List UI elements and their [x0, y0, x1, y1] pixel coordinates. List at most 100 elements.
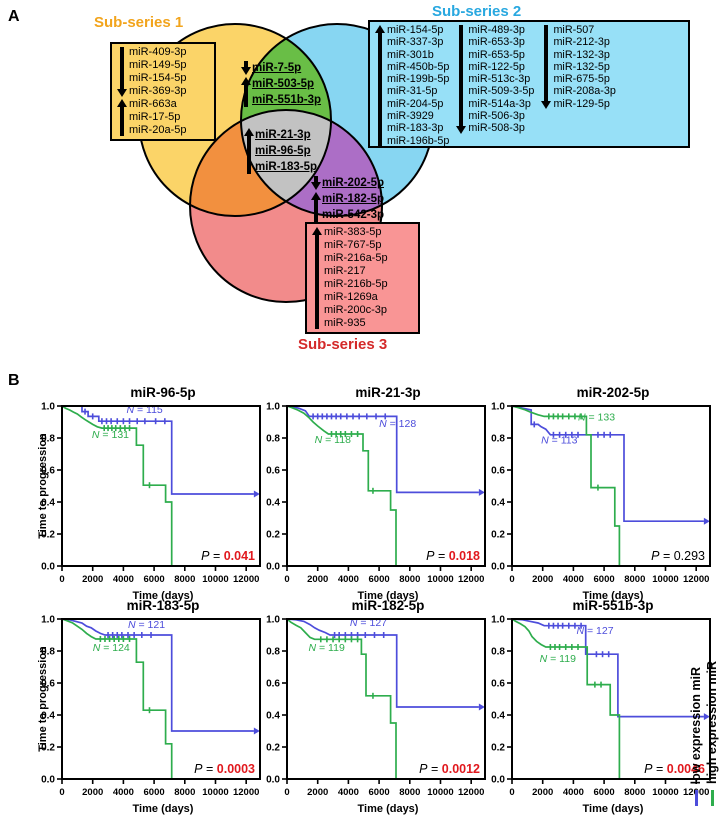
km-plot-mir-182-5p: miR-182-5p 0 2000 4000 6000 8000 10000 12000 0.… [259, 598, 489, 815]
mir-label: miR-503-5p [252, 78, 314, 90]
mir-group: miR-21-3p miR-96-5p miR-183-5p [244, 127, 317, 175]
svg-text:0.4: 0.4 [41, 711, 55, 722]
svg-text:4000: 4000 [113, 787, 134, 798]
down-arrow-icon [116, 46, 127, 98]
svg-text:4000: 4000 [338, 574, 359, 585]
svg-text:8000: 8000 [174, 574, 195, 585]
mir-label: miR-301b [387, 48, 434, 61]
region-center-mirnas: miR-21-3p miR-96-5p miR-183-5p [244, 127, 317, 175]
legend-high-mark [711, 790, 714, 806]
svg-text:0.6: 0.6 [491, 466, 505, 477]
mir-label: miR-212-3p [553, 36, 610, 49]
svg-text:0.2: 0.2 [41, 743, 55, 754]
x-axis-label: Time (days) [132, 803, 194, 815]
y-axis-label: Time to progression [37, 433, 49, 539]
mir-label: miR-199b-5p [387, 73, 450, 86]
svg-text:0.4: 0.4 [491, 711, 505, 722]
mir-label: miR-653-5p [468, 48, 525, 61]
svg-text:12000: 12000 [233, 787, 259, 798]
svg-text:10000: 10000 [427, 574, 453, 585]
svg-text:2000: 2000 [307, 787, 328, 798]
svg-text:2000: 2000 [307, 574, 328, 585]
km-plot-mir-202-5p: miR-202-5p 0 2000 4000 6000 8000 10000 12000 0.… [484, 385, 714, 602]
mir-label: miR-675-5p [553, 73, 610, 86]
up-arrow-icon [311, 191, 321, 223]
subseries1-box: miR-409-3p miR-149-5p miR-154-5p miR-369-3p… [110, 42, 216, 141]
svg-text:2000: 2000 [532, 787, 553, 798]
n-count-label: N = 128 [379, 418, 416, 430]
up-arrow-icon [241, 76, 251, 108]
mir-label: miR-663a [129, 98, 177, 110]
region-purple-mirnas: miR-202-5p miR-182-5p miR-542-3p [311, 175, 384, 223]
svg-text:4000: 4000 [563, 787, 584, 798]
mir-group: miR-663a miR-17-5p miR-20a-5p [116, 98, 210, 137]
svg-text:0.0: 0.0 [266, 775, 280, 786]
y-axis-label: Time to progression [37, 646, 49, 752]
n-count-label: N = 124 [93, 642, 130, 654]
svg-text:0.4: 0.4 [491, 498, 505, 509]
up-arrow-icon [116, 98, 127, 137]
km-plot-mir-551b-3p: miR-551b-3p 0200040006000800010000120000… [484, 598, 714, 815]
p-value-label: P = 0.0012 [419, 762, 480, 776]
mir-label: miR-767-5p [324, 239, 382, 251]
mir-label: miR-450b-5p [387, 60, 450, 73]
mir-label: miR-513c-3p [468, 73, 531, 86]
svg-text:12000: 12000 [458, 787, 484, 798]
plot-title: miR-21-3p [355, 385, 421, 400]
down-arrow-icon [241, 60, 251, 76]
mir-label: miR-509-3-5p [468, 85, 535, 98]
mir-label: miR-216b-5p [324, 278, 388, 290]
km-plot-canvas: 0200040006000800010000120000.00.20.40.60… [484, 615, 714, 806]
svg-text:0.8: 0.8 [266, 647, 280, 658]
km-legend: low expression miR high expression miR [688, 612, 728, 822]
svg-text:2000: 2000 [82, 574, 103, 585]
mir-label: miR-1269a [324, 291, 378, 303]
plot-title: miR-96-5p [130, 385, 196, 400]
svg-text:0.2: 0.2 [491, 530, 505, 541]
region-green-mirnas: miR-7-5p miR-503-5p miR-551b-3p [241, 60, 321, 108]
plot-title: miR-202-5p [576, 385, 650, 400]
svg-text:0: 0 [284, 574, 289, 585]
svg-text:6000: 6000 [594, 574, 615, 585]
mir-label: miR-149-5p [129, 59, 187, 71]
mir-label: miR-508-3p [468, 122, 525, 135]
km-plot-mir-21-3p: miR-21-3p 0 2000 4000 6000 8000 10000 12000 0.0… [259, 385, 489, 602]
legend-low-label: low expression miR [689, 666, 703, 784]
svg-text:0.2: 0.2 [266, 743, 280, 754]
km-svg: 0200040006000800010000120000.00.20.40.60… [491, 615, 711, 798]
svg-text:1.0: 1.0 [266, 615, 280, 626]
svg-text:0: 0 [509, 574, 514, 585]
mir-label: miR-122-5p [468, 60, 525, 73]
n-count-label: N = 121 [128, 619, 165, 631]
svg-text:1.0: 1.0 [491, 615, 505, 626]
svg-text:12000: 12000 [683, 574, 709, 585]
svg-text:0.8: 0.8 [491, 434, 505, 445]
subseries3-title: Sub-series 3 [298, 336, 388, 353]
mir-label: miR-216a-5p [324, 252, 388, 264]
mir-label: miR-154-5p [387, 24, 444, 36]
mir-label: miR-182-5p [322, 193, 384, 205]
p-value-label: P = 0.041 [201, 549, 255, 563]
svg-text:8000: 8000 [399, 787, 420, 798]
n-count-label: N = 131 [92, 429, 129, 441]
svg-text:10000: 10000 [202, 574, 228, 585]
mir-label: miR-200c-3p [324, 304, 387, 316]
svg-text:0.8: 0.8 [491, 647, 505, 658]
svg-text:4000: 4000 [338, 787, 359, 798]
svg-text:6000: 6000 [144, 787, 165, 798]
n-count-label: N = 119 [308, 642, 344, 654]
n-count-label: N = 113 [541, 435, 577, 447]
svg-text:6000: 6000 [369, 787, 390, 798]
svg-text:0.0: 0.0 [491, 562, 505, 573]
mir-label: miR-369-3p [129, 85, 187, 97]
n-count-label: N = 115 [126, 404, 162, 416]
svg-text:0.4: 0.4 [266, 498, 280, 509]
mir-label: miR-132-3p [553, 48, 610, 61]
panel-a-label: A [8, 8, 20, 25]
svg-text:4000: 4000 [563, 574, 584, 585]
svg-text:0.2: 0.2 [491, 743, 505, 754]
